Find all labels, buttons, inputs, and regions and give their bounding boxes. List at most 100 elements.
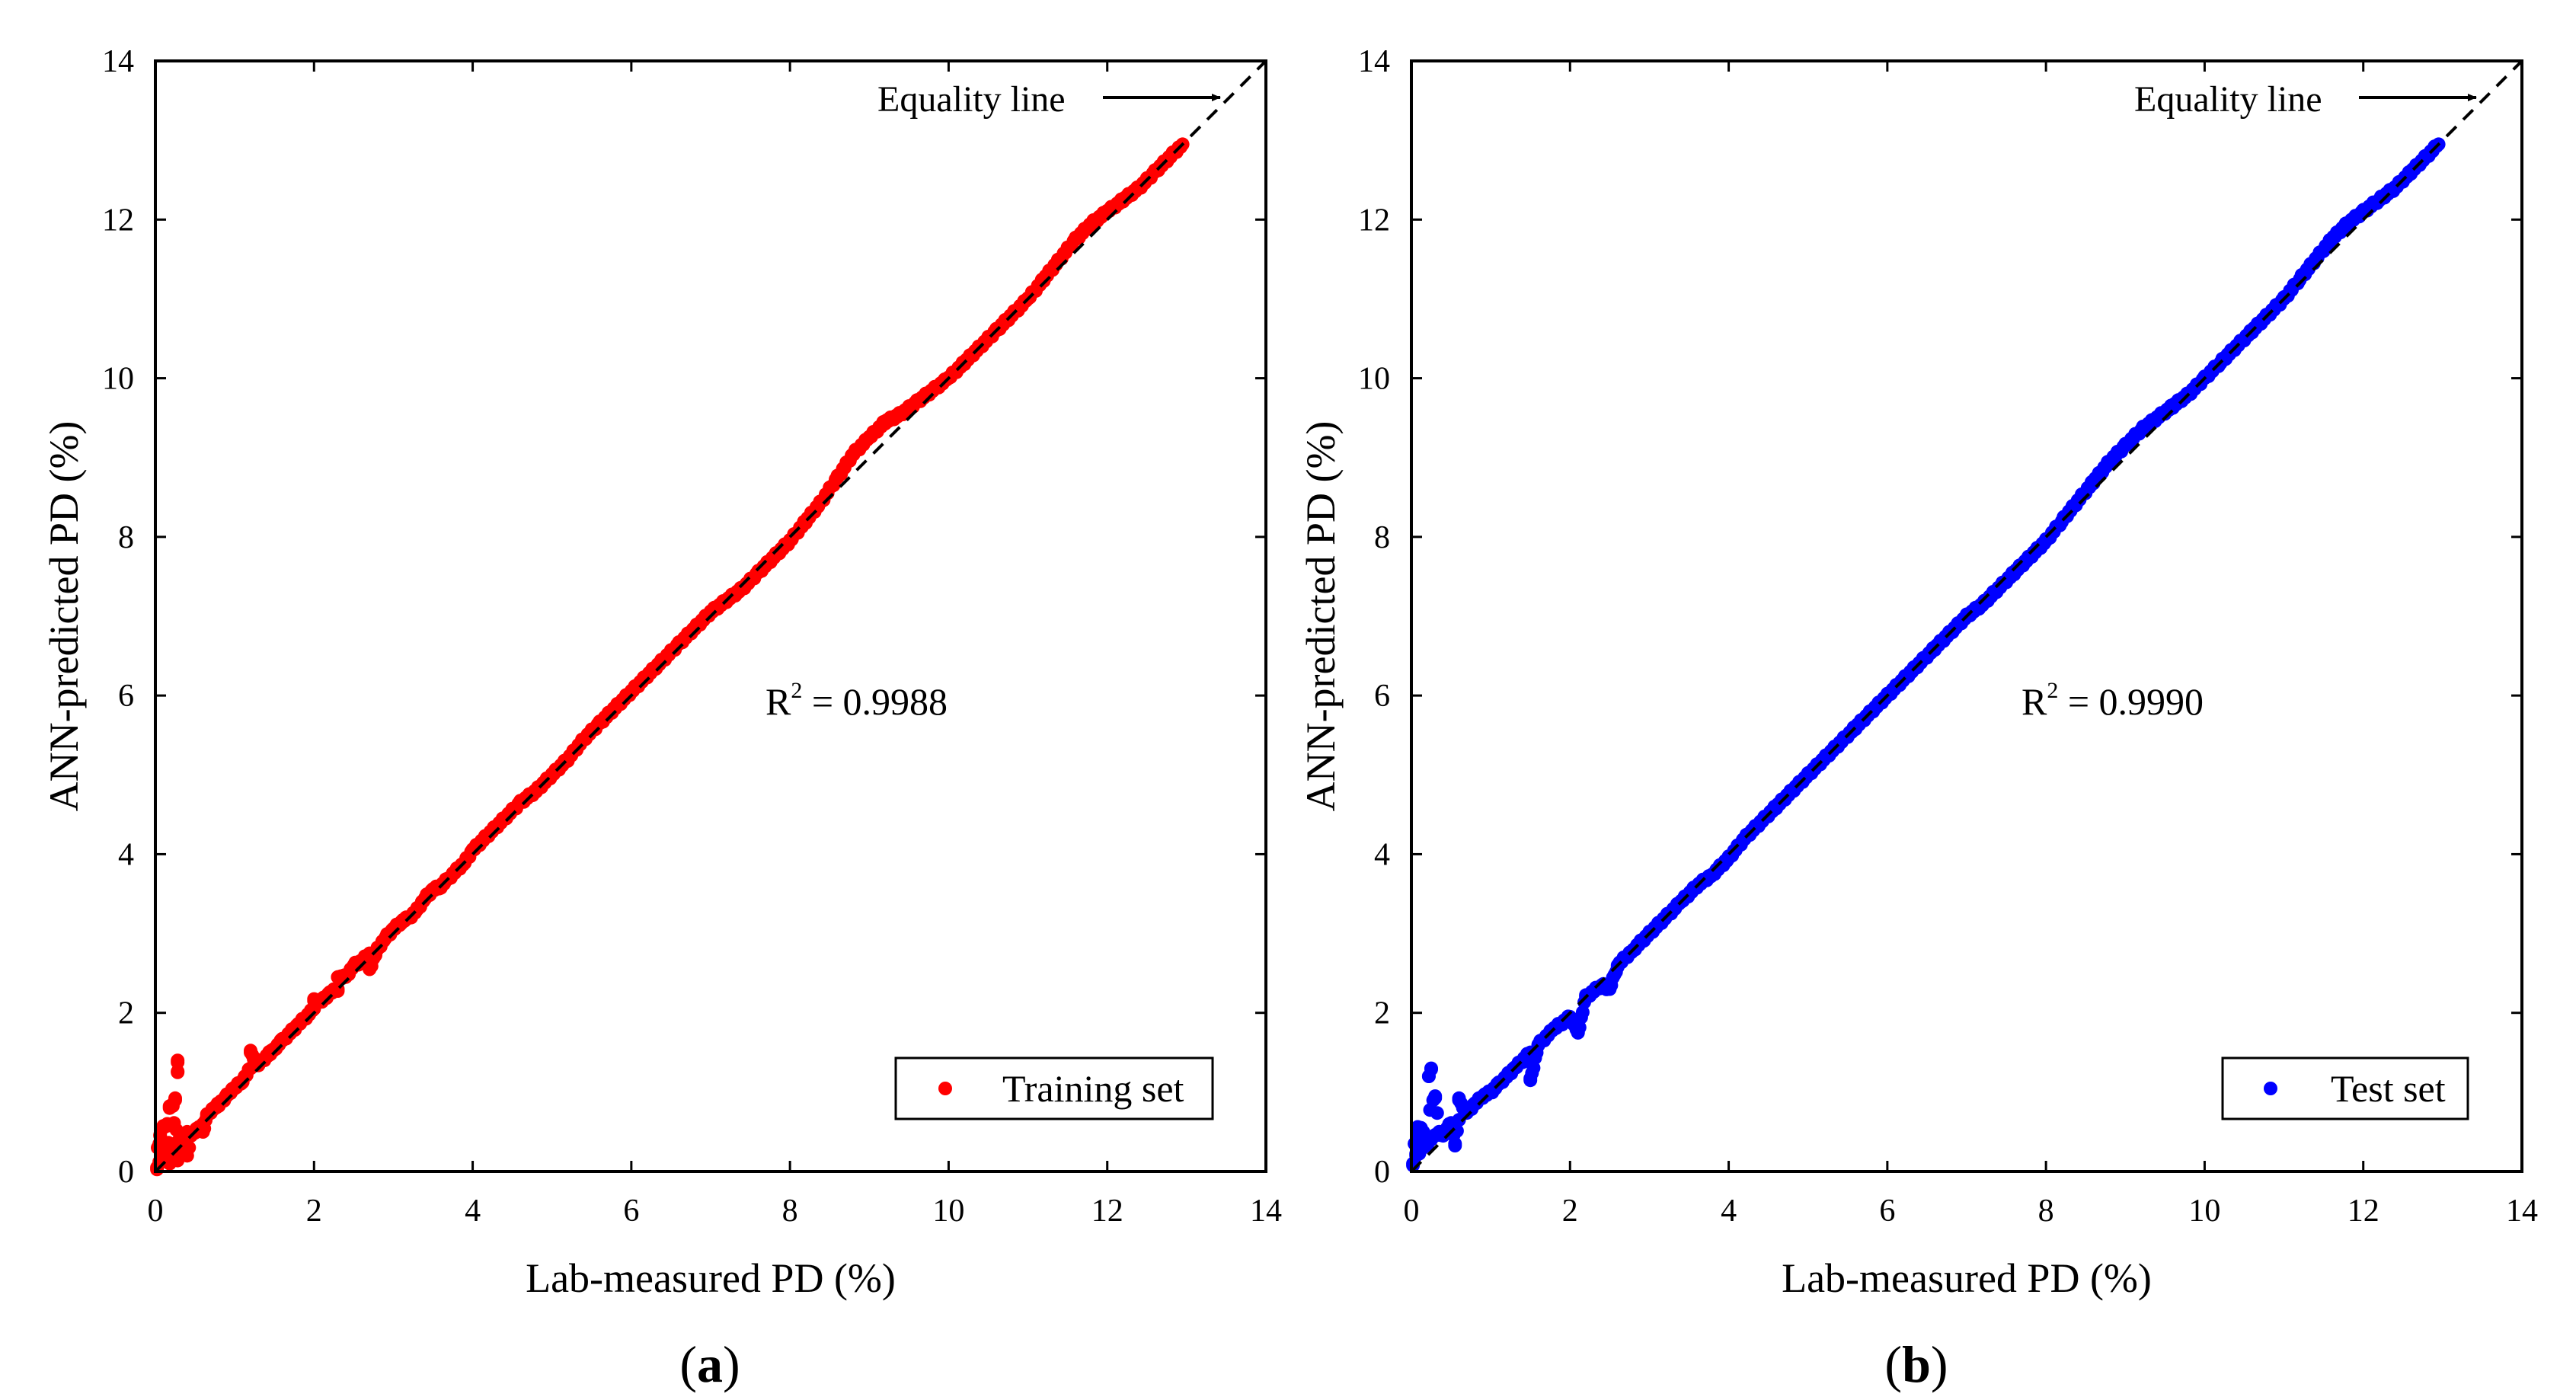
legend-marker-a (938, 1082, 952, 1095)
points-a (150, 137, 1190, 1177)
data-point (1523, 1073, 1538, 1088)
data-point (168, 1093, 182, 1108)
data-point (640, 669, 654, 683)
data-point (862, 430, 877, 445)
x-tick-label: 2 (306, 1194, 322, 1229)
data-point (2340, 216, 2354, 231)
data-point (1037, 272, 1051, 286)
x-tick-label: 4 (1721, 1194, 1737, 1229)
y-tick-label: 0 (118, 1155, 134, 1190)
y-tick-label: 0 (1374, 1155, 1390, 1190)
r-squared-a: R2 = 0.9988 (765, 678, 948, 723)
y-tick-label: 10 (1358, 362, 1390, 397)
data-point (2023, 549, 2037, 564)
r-squared-b: R2 = 0.9990 (2021, 678, 2204, 723)
data-point (1603, 982, 1617, 996)
x-tick-label: 0 (148, 1194, 164, 1229)
data-point (704, 605, 718, 619)
x-tick-labels-b: 0 2 4 6 8 10 12 14 (1404, 1194, 2539, 1229)
panel-letter-a: a (697, 1335, 723, 1393)
data-point (846, 446, 861, 461)
x-tick-label: 14 (2506, 1194, 2538, 1229)
x-tick-label: 10 (932, 1194, 964, 1229)
y-axis-title-b: ANN-predicted PD (%) (1298, 421, 1344, 812)
y-axis-title-a: ANN-predicted PD (%) (41, 421, 87, 812)
data-point (688, 621, 702, 635)
y-tick-label: 10 (102, 362, 134, 397)
panel-label-a: (a) (679, 1335, 740, 1393)
y-tick-label: 14 (1358, 44, 1390, 79)
data-point (235, 1073, 250, 1088)
data-point (1452, 1093, 1466, 1108)
data-point (171, 1065, 185, 1079)
data-point (2165, 399, 2180, 413)
data-point (878, 414, 893, 429)
data-point (171, 1053, 185, 1068)
legend-marker-b (2264, 1082, 2277, 1095)
x-tick-label: 8 (782, 1194, 798, 1229)
y-tick-label: 14 (102, 44, 134, 79)
data-point (196, 1124, 210, 1139)
x-tick-label: 2 (1562, 1194, 1578, 1229)
panel-letter-b: b (1902, 1335, 1931, 1393)
data-point (160, 1117, 174, 1131)
y-tick-label: 12 (102, 203, 134, 238)
data-point (751, 565, 765, 580)
y-tick-label: 2 (118, 996, 134, 1031)
points-b (1406, 137, 2446, 1173)
y-tick-label: 8 (118, 520, 134, 555)
panel-label-b: (b) (1884, 1335, 1948, 1393)
legend-b: Test set (2221, 1056, 2469, 1120)
panel-b: 0 2 4 6 8 10 12 14 0 2 4 6 8 10 12 14 La… (1298, 44, 2538, 1393)
x-tick-label: 12 (2347, 1194, 2379, 1229)
data-point (1705, 867, 1720, 881)
data-point (1991, 581, 2006, 596)
data-point (1428, 1089, 1443, 1104)
x-tick-label: 10 (2188, 1194, 2220, 1229)
x-tick-label: 0 (1404, 1194, 1420, 1229)
data-point (830, 470, 845, 484)
data-point (1084, 216, 1098, 231)
data-point (264, 1045, 277, 1060)
x-tick-label: 14 (1250, 1194, 1282, 1229)
y-tick-label: 12 (1358, 203, 1390, 238)
data-point (1116, 193, 1130, 207)
data-point (497, 811, 512, 826)
legend-a: Training set (894, 1056, 1214, 1120)
r-squared-value: = 0.9990 (2058, 680, 2204, 723)
legend-label-a: Training set (1002, 1067, 1184, 1110)
r-squared-prefix: R (765, 680, 791, 723)
data-point (909, 395, 924, 409)
y-tick-label: 6 (1374, 679, 1390, 714)
equality-line-label-b: Equality line (2134, 79, 2322, 120)
data-point (363, 962, 377, 976)
data-point (1571, 1025, 1585, 1040)
plot-frame-a (154, 59, 1267, 1173)
y-tick-label: 4 (1374, 837, 1390, 872)
data-point (1721, 851, 1736, 865)
data-point (672, 637, 686, 651)
data-point (1424, 1061, 1438, 1076)
data-point (465, 843, 480, 858)
x-tick-label: 12 (1091, 1194, 1123, 1229)
y-tick-label: 6 (118, 679, 134, 714)
data-point (2325, 232, 2339, 247)
data-point (2102, 454, 2117, 468)
data-point (331, 970, 345, 984)
data-point (2039, 534, 2053, 548)
data-point (2149, 411, 2164, 425)
data-point (925, 383, 940, 398)
r-squared-superscript: 2 (2047, 678, 2058, 703)
data-point (593, 716, 607, 730)
r-squared-superscript: 2 (791, 678, 802, 703)
y-tick-label: 4 (118, 837, 134, 872)
data-point (577, 732, 591, 746)
x-tick-label: 6 (623, 1194, 639, 1229)
data-point (2293, 272, 2307, 286)
x-tick-label: 6 (1879, 1194, 1895, 1229)
data-point (656, 653, 670, 667)
data-point (244, 1045, 257, 1060)
data-point (1448, 1136, 1462, 1151)
plot-frame-b (1410, 59, 2523, 1173)
